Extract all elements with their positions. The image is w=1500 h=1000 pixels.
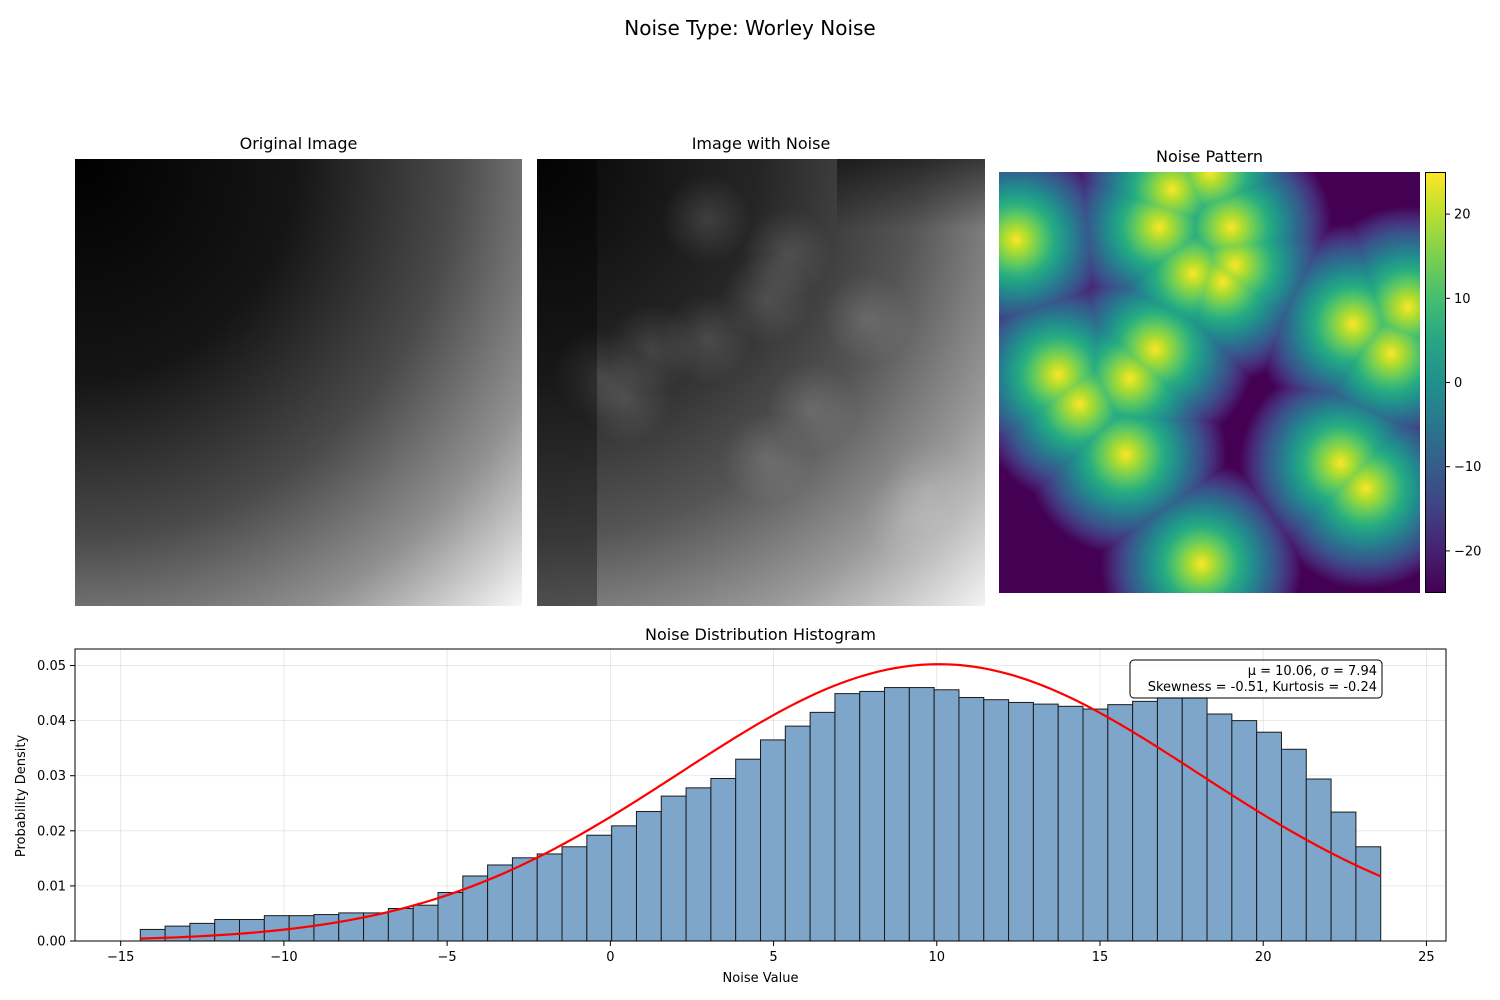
noise-cell-highlight: [822, 274, 912, 364]
histogram-bar: [760, 739, 786, 942]
histogram-bar: [239, 919, 265, 942]
y-tick-label: 0.00: [37, 935, 66, 950]
y-tick-label: 0.05: [37, 659, 66, 674]
histogram-bar: [263, 915, 290, 942]
histogram-bar: [710, 777, 737, 942]
stats-annotation: μ = 10.06, σ = 7.94 Skewness = -0.51, Ku…: [1129, 659, 1383, 699]
x-tick-label: 20: [1255, 950, 1272, 965]
histogram-bar: [511, 857, 538, 942]
figure-title: Noise Type: Worley Noise: [624, 16, 876, 40]
y-tick-label: 0.02: [37, 824, 66, 839]
histogram-bar: [1206, 713, 1233, 942]
noise-cell-highlight: [722, 414, 812, 504]
histogram-bar: [1280, 748, 1307, 942]
x-tick-label: 10: [928, 950, 945, 965]
histogram-bar: [1008, 701, 1034, 942]
y-tick-label: 0.03: [37, 769, 66, 784]
histogram-frame: [74, 648, 1447, 942]
y-tick-label: 0.04: [37, 714, 66, 729]
histogram-bar: [586, 834, 613, 942]
stats-skew-kurtosis: Skewness = -0.51, Kurtosis = -0.24: [1148, 680, 1377, 695]
histogram-bar: [933, 689, 960, 942]
histogram-bar: [1032, 703, 1059, 942]
x-tick-label: 25: [1418, 950, 1435, 965]
colorbar-tick-label: 20: [1454, 208, 1471, 223]
histogram-bar: [1082, 708, 1109, 942]
histogram-bar: [487, 864, 513, 942]
histogram-bar: [859, 690, 886, 942]
stats-mean-sigma: μ = 10.06, σ = 7.94: [1248, 664, 1377, 679]
histogram-bar: [412, 904, 439, 942]
histogram-bar: [1330, 811, 1357, 942]
noise-pattern-image: [999, 172, 1420, 593]
histogram-bar: [536, 853, 563, 942]
histogram-bar: [1181, 696, 1208, 942]
histogram-bar: [437, 892, 464, 942]
x-tick-label: 0: [606, 950, 614, 965]
colorbar-tick-label: 10: [1454, 292, 1471, 307]
histogram-bar: [685, 787, 712, 942]
colorbar: [1425, 172, 1446, 593]
colorbar-tick-label: 0: [1454, 376, 1462, 391]
histogram-bar: [635, 811, 662, 942]
noise-cell-highlight: [862, 474, 952, 564]
histogram-bar: [1305, 778, 1332, 942]
noisy-image-title: Image with Noise: [691, 134, 831, 153]
original-image: [75, 159, 522, 606]
histogram-bar: [1107, 704, 1134, 942]
x-tick-label: −15: [107, 950, 134, 965]
histogram-bar: [611, 825, 637, 942]
histogram-bar: [164, 925, 191, 942]
histogram-bar: [834, 693, 861, 942]
histogram-ylabel: Probability Density: [14, 735, 29, 858]
original-image-title: Original Image: [239, 134, 358, 153]
colorbar-tick-label: −20: [1454, 544, 1481, 559]
histogram-bar: [660, 795, 687, 942]
histogram-bar: [735, 758, 761, 942]
noise-cell-highlight: [582, 354, 672, 444]
histogram-bar: [1057, 705, 1084, 942]
noise-pattern-title: Noise Pattern: [1155, 147, 1264, 166]
histogram-bar: [313, 914, 340, 942]
histogram-bar: [884, 687, 910, 942]
histogram-bar: [784, 725, 811, 942]
histogram-bar: [1355, 846, 1382, 942]
x-tick-label: 15: [1092, 950, 1109, 965]
noise-cell-highlight: [662, 294, 752, 384]
x-tick-label: −10: [270, 950, 297, 965]
normal-fit-line: [140, 663, 1382, 940]
histogram-bar: [983, 699, 1010, 942]
x-tick-label: 5: [769, 950, 777, 965]
histogram-bar: [214, 919, 241, 942]
histogram-xlabel: Noise Value: [723, 971, 799, 986]
histogram-bar: [1156, 696, 1183, 942]
y-tick-label: 0.01: [37, 879, 66, 894]
colorbar-tick-label: −10: [1454, 460, 1481, 475]
colorbar-axis: 20 10 0 −10 −20: [1446, 208, 1481, 559]
histogram-bar: [1256, 731, 1282, 942]
histogram-bar: [809, 711, 836, 942]
histogram-bar: [387, 907, 414, 942]
histogram-bar: [958, 696, 985, 942]
histogram-bar: [1132, 700, 1158, 942]
noise-cell-highlight: [662, 174, 752, 264]
histogram-bar: [1231, 720, 1258, 942]
histogram-title: Noise Distribution Histogram: [645, 625, 876, 644]
histogram-bar: [561, 846, 588, 942]
histogram-bar: [908, 687, 935, 942]
noisy-image: [537, 159, 985, 606]
x-tick-label: −5: [438, 950, 457, 965]
histogram-bar: [189, 922, 216, 942]
